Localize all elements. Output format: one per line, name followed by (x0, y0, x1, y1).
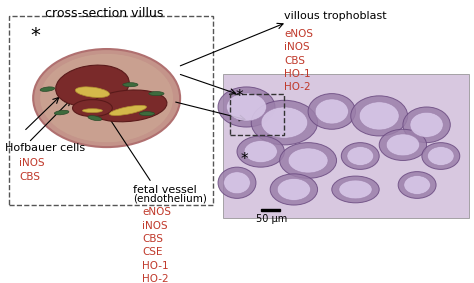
Ellipse shape (218, 87, 275, 127)
Text: iNOS: iNOS (19, 158, 45, 168)
Text: 50 μm: 50 μm (255, 214, 287, 224)
Ellipse shape (277, 179, 310, 200)
Ellipse shape (41, 86, 54, 92)
Ellipse shape (404, 176, 430, 194)
Text: eNOS: eNOS (284, 29, 313, 39)
Text: eNOS: eNOS (142, 207, 171, 217)
Ellipse shape (386, 134, 419, 156)
Ellipse shape (150, 91, 163, 97)
Text: villous trophoblast: villous trophoblast (284, 11, 387, 21)
Text: HO-2: HO-2 (142, 274, 169, 283)
Ellipse shape (270, 174, 318, 205)
Ellipse shape (33, 49, 180, 147)
Ellipse shape (280, 143, 337, 178)
Ellipse shape (379, 129, 427, 160)
Ellipse shape (308, 94, 356, 129)
Text: *: * (31, 26, 40, 45)
Ellipse shape (123, 82, 137, 87)
Ellipse shape (227, 93, 266, 121)
Text: HO-1: HO-1 (142, 261, 169, 271)
Ellipse shape (82, 109, 102, 113)
Ellipse shape (351, 96, 408, 136)
Text: *: * (240, 152, 248, 167)
Text: *: * (236, 89, 243, 104)
Text: CSE: CSE (142, 247, 163, 258)
Ellipse shape (141, 111, 153, 117)
Ellipse shape (75, 87, 109, 97)
Text: fetal vessel: fetal vessel (133, 185, 196, 195)
Text: iNOS: iNOS (142, 221, 168, 231)
Ellipse shape (422, 143, 460, 170)
Text: Hofbauer cells: Hofbauer cells (5, 143, 85, 153)
Ellipse shape (89, 90, 167, 122)
Ellipse shape (359, 102, 399, 130)
Ellipse shape (224, 172, 250, 194)
Text: HO-2: HO-2 (284, 82, 311, 93)
Ellipse shape (55, 65, 129, 106)
Ellipse shape (347, 147, 374, 165)
Text: HO-1: HO-1 (284, 69, 311, 79)
Ellipse shape (341, 143, 379, 170)
Text: cross-section villus: cross-section villus (45, 7, 164, 20)
Ellipse shape (403, 107, 450, 143)
Ellipse shape (237, 136, 284, 167)
Ellipse shape (261, 107, 308, 138)
Ellipse shape (73, 100, 112, 117)
Ellipse shape (218, 167, 256, 198)
Text: iNOS: iNOS (284, 42, 310, 52)
Ellipse shape (251, 100, 318, 145)
Text: CBS: CBS (19, 171, 40, 182)
Ellipse shape (55, 110, 69, 115)
Bar (261, 209, 280, 211)
Ellipse shape (315, 99, 348, 124)
Text: CBS: CBS (142, 234, 163, 244)
Ellipse shape (40, 53, 173, 143)
Ellipse shape (332, 176, 379, 203)
Bar (223, 74, 469, 218)
Ellipse shape (244, 141, 277, 162)
Ellipse shape (288, 148, 328, 173)
Text: CBS: CBS (284, 56, 305, 66)
Ellipse shape (339, 180, 372, 199)
Text: (endothelium): (endothelium) (133, 194, 207, 204)
Ellipse shape (398, 171, 436, 198)
Ellipse shape (410, 112, 443, 137)
Ellipse shape (428, 147, 454, 165)
Ellipse shape (109, 105, 146, 115)
Ellipse shape (88, 116, 102, 120)
